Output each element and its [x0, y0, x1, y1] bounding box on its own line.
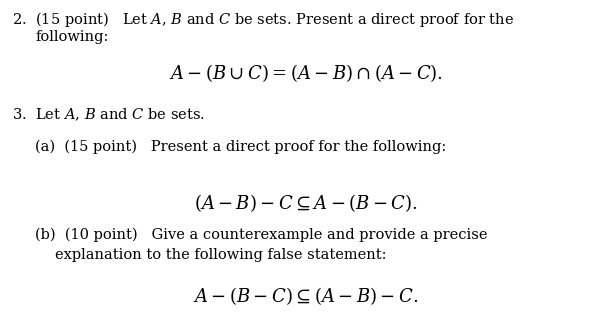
Text: 2.  (15 point)   Let $\mathit{A}$, $\mathit{B}$ and $\mathit{C}$ be sets. Presen: 2. (15 point) Let $\mathit{A}$, $\mathit…: [12, 10, 514, 29]
Text: $\mathit{A} - (\mathit{B} \cup \mathit{C}) = (\mathit{A} - \mathit{B}) \cap (\ma: $\mathit{A} - (\mathit{B} \cup \mathit{C…: [169, 62, 443, 84]
Text: (b)  (10 point)   Give a counterexample and provide a precise: (b) (10 point) Give a counterexample and…: [35, 228, 487, 243]
Text: following:: following:: [35, 30, 109, 44]
Text: 3.  Let $\mathit{A}$, $\mathit{B}$ and $\mathit{C}$ be sets.: 3. Let $\mathit{A}$, $\mathit{B}$ and $\…: [12, 107, 205, 123]
Text: $(\mathit{A} - \mathit{B}) - \mathit{C} \subseteq \mathit{A} - (\mathit{B} - \ma: $(\mathit{A} - \mathit{B}) - \mathit{C} …: [194, 192, 418, 214]
Text: $\mathit{A} - (\mathit{B} - \mathit{C}) \subseteq (\mathit{A} - \mathit{B}) - \m: $\mathit{A} - (\mathit{B} - \mathit{C}) …: [194, 285, 419, 307]
Text: explanation to the following false statement:: explanation to the following false state…: [55, 248, 387, 262]
Text: (a)  (15 point)   Present a direct proof for the following:: (a) (15 point) Present a direct proof fo…: [35, 140, 446, 154]
